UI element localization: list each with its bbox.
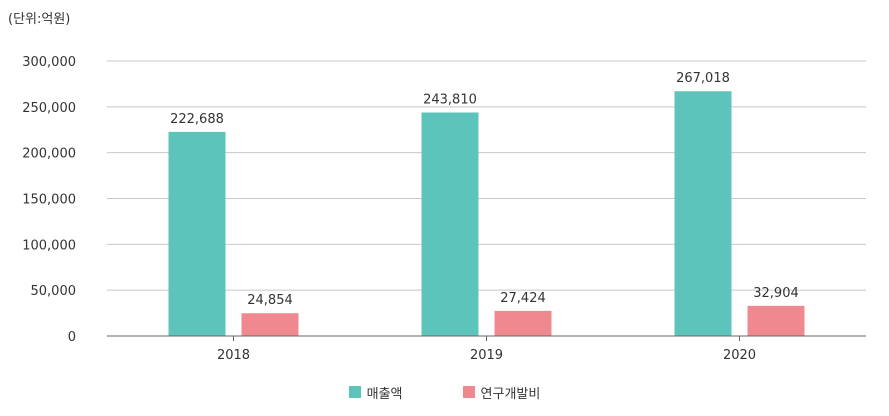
x-axis: 2018 2019 2020 xyxy=(107,335,866,363)
data-label-rnd-2019: 27,424 xyxy=(500,291,546,306)
bar-chart: 0 50,000 100,000 150,000 200,000 250,000 300,0… xyxy=(22,55,866,363)
x-tick-label: 2020 xyxy=(723,348,756,363)
data-label-sales-2018: 222,688 xyxy=(170,112,224,127)
y-axis: 0 50,000 100,000 150,000 200,000 250,000 300,0… xyxy=(22,55,76,345)
legend-label-sales: 매출액 xyxy=(366,386,403,402)
y-tick-label: 50,000 xyxy=(31,284,77,299)
bar-sales-2020 xyxy=(674,91,732,337)
data-label-rnd-2018: 24,854 xyxy=(247,293,293,308)
y-tick-label: 250,000 xyxy=(22,101,76,116)
legend-item-sales: 매출액 xyxy=(348,382,403,402)
legend-swatch-sales xyxy=(348,386,361,398)
bar-sales-2018 xyxy=(168,131,226,336)
unit-label: (단위:억원) xyxy=(8,12,71,27)
bars: 222,688 24,854 243,810 27,424 267,018 32,904 xyxy=(168,71,805,337)
y-tick-label: 150,000 xyxy=(22,193,76,208)
data-label-sales-2019: 243,810 xyxy=(423,93,477,108)
legend-label-rnd: 연구개발비 xyxy=(480,386,541,402)
bar-sales-2019 xyxy=(421,112,479,336)
bar-rnd-2018 xyxy=(241,313,299,336)
y-tick-label: 0 xyxy=(68,330,76,345)
data-label-sales-2020: 267,018 xyxy=(676,71,730,86)
x-tick-label: 2019 xyxy=(470,348,503,363)
y-tick-label: 300,000 xyxy=(22,55,76,70)
legend: 매출액 연구개발비 xyxy=(0,382,889,402)
data-label-rnd-2020: 32,904 xyxy=(753,286,799,301)
bar-rnd-2020 xyxy=(747,305,805,336)
gridlines xyxy=(107,60,866,291)
bar-rnd-2019 xyxy=(494,310,552,336)
legend-swatch-rnd xyxy=(462,386,475,398)
y-tick-label: 100,000 xyxy=(22,238,76,253)
x-tick-label: 2018 xyxy=(217,348,250,363)
y-tick-label: 200,000 xyxy=(22,147,76,162)
legend-item-rnd: 연구개발비 xyxy=(462,382,541,402)
